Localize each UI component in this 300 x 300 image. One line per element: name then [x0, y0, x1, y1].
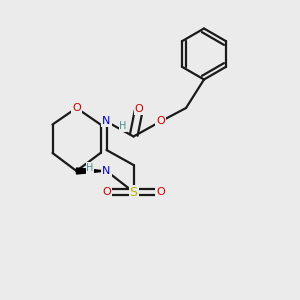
Text: H: H [119, 121, 127, 131]
Text: O: O [156, 116, 165, 127]
Text: S: S [130, 185, 137, 199]
Text: H: H [86, 163, 94, 173]
Text: O: O [102, 187, 111, 197]
Text: O: O [156, 187, 165, 197]
Text: O: O [134, 104, 143, 115]
Text: N: N [102, 116, 111, 127]
Text: N: N [102, 166, 111, 176]
Polygon shape [76, 168, 106, 174]
Text: O: O [72, 103, 81, 113]
